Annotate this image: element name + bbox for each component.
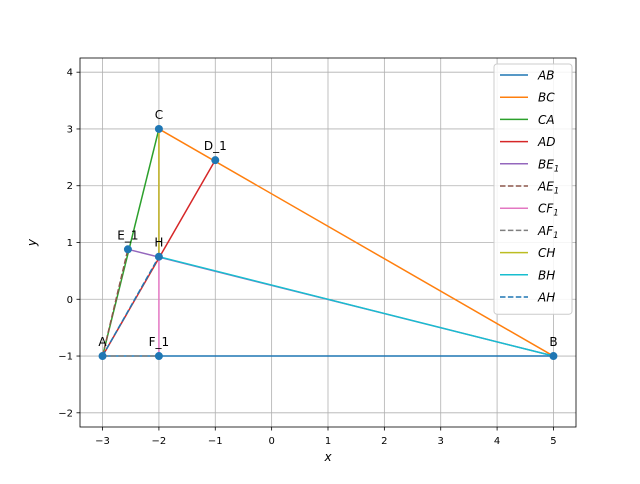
point-label-f1: F_1	[149, 335, 170, 349]
y-tick-label: 3	[67, 124, 73, 135]
point-marker-f1	[154, 352, 163, 361]
y-tick-label: 0	[67, 295, 73, 306]
point-marker-h	[154, 252, 163, 261]
series-line-ah	[101, 256, 160, 357]
legend: AB BC CA AD BE1 AE1 CF1 AF1 CH BH AH	[493, 63, 573, 315]
x-tick-label: 0	[268, 436, 274, 447]
point-marker-a	[98, 352, 107, 361]
legend-label: CF1	[538, 202, 559, 219]
point-label-d1: D_1	[204, 139, 227, 153]
point-labels: A B C D_1 E_1 F_1 H	[98, 108, 557, 349]
x-tick-label: 5	[550, 436, 556, 447]
y-tick-label: 2	[67, 181, 73, 192]
legend-label: CH	[538, 246, 555, 260]
series-line-bc	[158, 128, 554, 357]
point-marker-d1	[211, 156, 220, 165]
y-tick-label: 1	[67, 238, 73, 249]
x-tick-label: 4	[494, 436, 500, 447]
legend-label: AD	[537, 135, 555, 149]
series-line-bh	[158, 255, 554, 357]
point-marker-c	[154, 124, 163, 133]
point-marker-b	[549, 352, 558, 361]
legend-label: BC	[538, 91, 555, 105]
x-tick-label: −3	[95, 436, 110, 447]
series-lines	[101, 128, 554, 357]
x-tick-label: 1	[325, 436, 331, 447]
legend-label: AH	[537, 291, 555, 305]
legend-label: BH	[538, 268, 555, 282]
y-tick-label: 4	[67, 68, 73, 79]
point-marker-e1	[123, 245, 132, 254]
x-tick-label: 3	[438, 436, 444, 447]
legend-label: AB	[537, 69, 554, 83]
point-label-e1: E_1	[117, 228, 138, 242]
point-label-a: A	[98, 335, 107, 349]
x-tick-label: 2	[381, 436, 387, 447]
point-label-b: B	[549, 335, 557, 349]
y-axis-label: y	[25, 238, 39, 247]
point-markers	[98, 124, 558, 361]
y-tick-label: −2	[58, 408, 73, 419]
x-tick-label: −1	[208, 436, 223, 447]
legend-label: AE1	[537, 180, 559, 197]
y-tick-label: −1	[58, 352, 73, 363]
x-tick-label: −2	[152, 436, 167, 447]
point-label-c: C	[155, 108, 163, 122]
legend-label: AF1	[537, 224, 559, 241]
series-line-ae1	[101, 249, 129, 357]
axis-ticks: −3 −2 −1 0 1 2 3 4 5 −2 −1 0 1 2 3 4	[58, 68, 556, 447]
x-axis-label: x	[323, 450, 332, 464]
legend-label: CA	[538, 113, 555, 127]
legend-box	[493, 63, 573, 315]
legend-label: BE1	[538, 157, 559, 174]
series-line-ca	[101, 128, 160, 357]
point-label-h: H	[154, 236, 163, 250]
